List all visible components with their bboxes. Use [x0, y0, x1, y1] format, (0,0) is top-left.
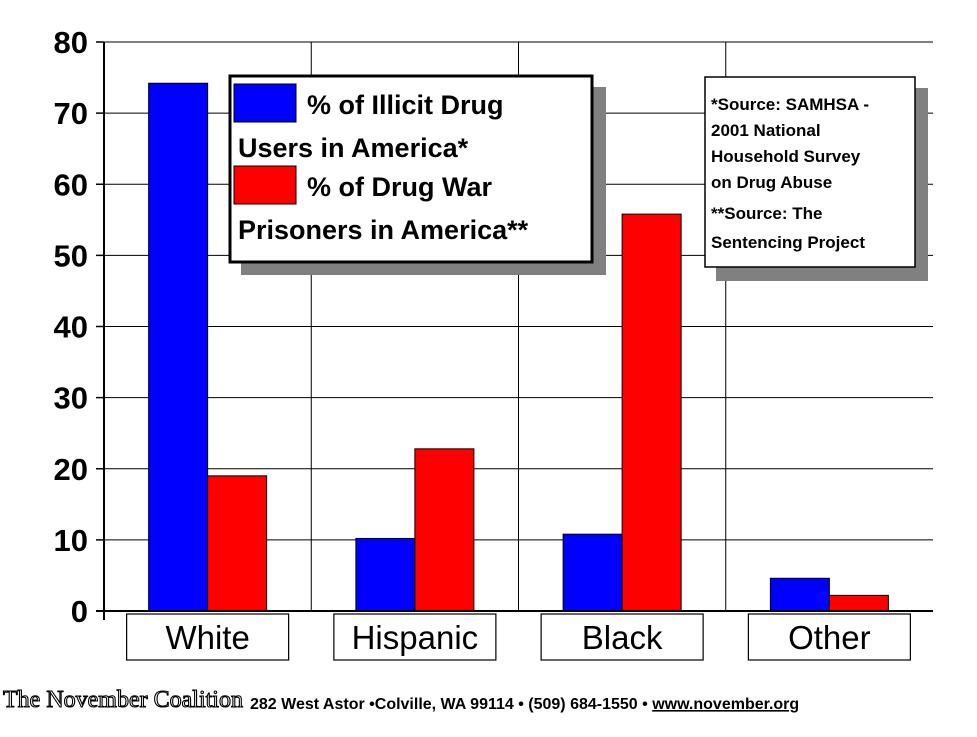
footer-address-text: 282 West Astor •Colville, WA 99114 • (50…: [250, 696, 652, 713]
y-tick-labels: 0 10 20 30 40 50 60 70 80: [54, 25, 88, 629]
source-line-6: Sentencing Project: [711, 233, 865, 252]
legend-swatch-prisoners: [233, 165, 297, 205]
footer-address: 282 West Astor •Colville, WA 99114 • (50…: [250, 696, 799, 713]
source-box: [704, 76, 916, 268]
legend-line-4: Prisoners in America**: [238, 215, 529, 245]
category-label-box: [126, 613, 290, 661]
category-label-black: Black: [582, 619, 663, 656]
legend-line-3: % of Drug War: [307, 172, 492, 202]
footer: The November Coalition 282 West Astor •C…: [2, 686, 799, 713]
category-label-other: Other: [788, 619, 871, 656]
bar-users-black: [562, 533, 623, 612]
bar-users-white: [148, 82, 209, 612]
bars: [148, 82, 889, 612]
legend-line-2: Users in America*: [238, 133, 469, 163]
website-link[interactable]: www.november.org: [651, 696, 799, 713]
source-line-1: *Source: SAMHSA -: [711, 95, 869, 114]
bar-prisoners-white: [207, 475, 268, 612]
category-label-box: [747, 613, 911, 661]
category-label-box: [540, 613, 704, 661]
category-label-box: [333, 613, 497, 661]
source-line-3: Household Survey: [711, 147, 861, 166]
bar-prisoners-black: [621, 213, 682, 612]
y-tick-label: 40: [54, 310, 88, 345]
bar-users-hispanic: [355, 537, 416, 612]
y-tick-label: 10: [54, 523, 88, 558]
source-line-2: 2001 National: [711, 121, 821, 140]
category-label-white: White: [165, 619, 249, 656]
legend-swatch-users: [233, 83, 297, 123]
y-tick-label: 80: [54, 25, 88, 60]
logo-text: The November Coalition: [3, 687, 243, 713]
y-tick-label: 0: [71, 594, 88, 629]
legend-line-1: % of Illicit Drug: [307, 90, 504, 120]
source-line-5: **Source: The: [711, 204, 822, 223]
legend: % of Illicit Drug Users in America* % of…: [228, 74, 606, 275]
y-tick-label: 30: [54, 381, 88, 416]
y-tick-label: 20: [54, 452, 88, 487]
source-annotation: *Source: SAMHSA - 2001 National Househol…: [704, 76, 928, 281]
category-label-hispanic: Hispanic: [352, 619, 479, 656]
category-labels: White Hispanic Black Other: [126, 613, 911, 661]
axes: [96, 41, 933, 620]
source-line-4: on Drug Abuse: [711, 173, 832, 192]
bar-prisoners-other: [828, 594, 889, 612]
bar-prisoners-hispanic: [414, 448, 475, 612]
y-tick-label: 60: [54, 167, 88, 202]
bar-users-other: [769, 577, 830, 612]
y-tick-label: 70: [54, 96, 88, 131]
y-tick-label: 50: [54, 238, 88, 273]
